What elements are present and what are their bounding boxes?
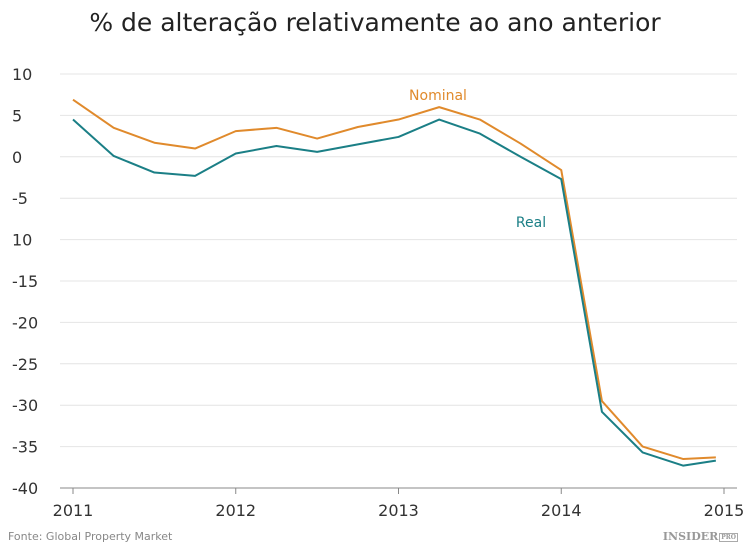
series-label-nominal: Nominal <box>409 88 467 104</box>
y-tick-label: -30 <box>12 396 38 415</box>
series-label-real: Real <box>516 215 546 231</box>
x-tick-label: 2012 <box>215 501 256 520</box>
y-tick-label: -25 <box>12 355 38 374</box>
chart-title: % de alteração relativamente ao ano ante… <box>89 8 661 37</box>
y-tick-label: -20 <box>12 313 38 332</box>
y-tick-label: -5 <box>12 189 28 208</box>
x-tick-label: 2015 <box>704 501 745 520</box>
y-tick-label: 5 <box>12 106 22 125</box>
source-note: Fonte: Global Property Market <box>8 530 173 543</box>
x-tick-label: 2014 <box>541 501 582 520</box>
y-tick-label: 10 <box>12 65 32 84</box>
y-tick-label: 10 <box>12 231 32 250</box>
x-tick-label: 2013 <box>378 501 419 520</box>
series-line-nominal <box>72 98 716 461</box>
y-tick-label: 0 <box>12 148 22 167</box>
y-tick-label: -35 <box>12 438 38 457</box>
series-line-real <box>72 118 717 467</box>
y-tick-label: -15 <box>12 272 38 291</box>
insider-pro-logo: INSIDER PRO <box>662 530 738 543</box>
x-tick-label: 2011 <box>53 501 94 520</box>
y-tick-label: -40 <box>12 479 38 498</box>
